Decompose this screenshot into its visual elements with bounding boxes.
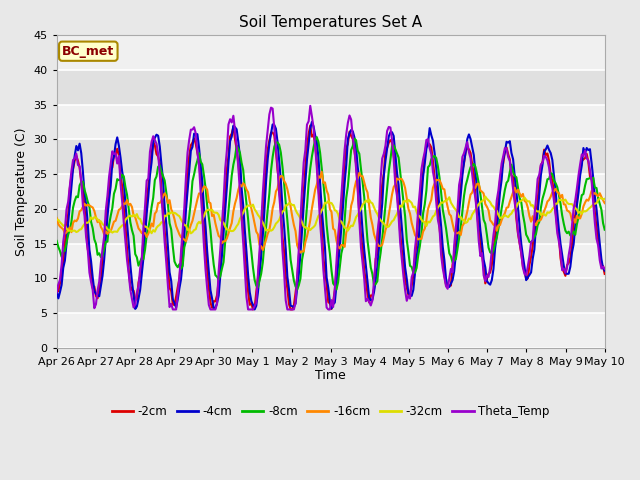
Text: BC_met: BC_met [62,45,115,58]
Bar [57,36,605,70]
Bar [57,105,605,139]
Bar [57,278,605,313]
Legend: -2cm, -4cm, -8cm, -16cm, -32cm, Theta_Temp: -2cm, -4cm, -8cm, -16cm, -32cm, Theta_Te… [107,400,554,423]
X-axis label: Time: Time [316,370,346,383]
Bar [57,174,605,209]
Bar [57,313,605,348]
Bar [57,139,605,174]
Bar [57,209,605,243]
Y-axis label: Soil Temperature (C): Soil Temperature (C) [15,127,28,256]
Bar [57,70,605,105]
Title: Soil Temperatures Set A: Soil Temperatures Set A [239,15,422,30]
Bar [57,243,605,278]
